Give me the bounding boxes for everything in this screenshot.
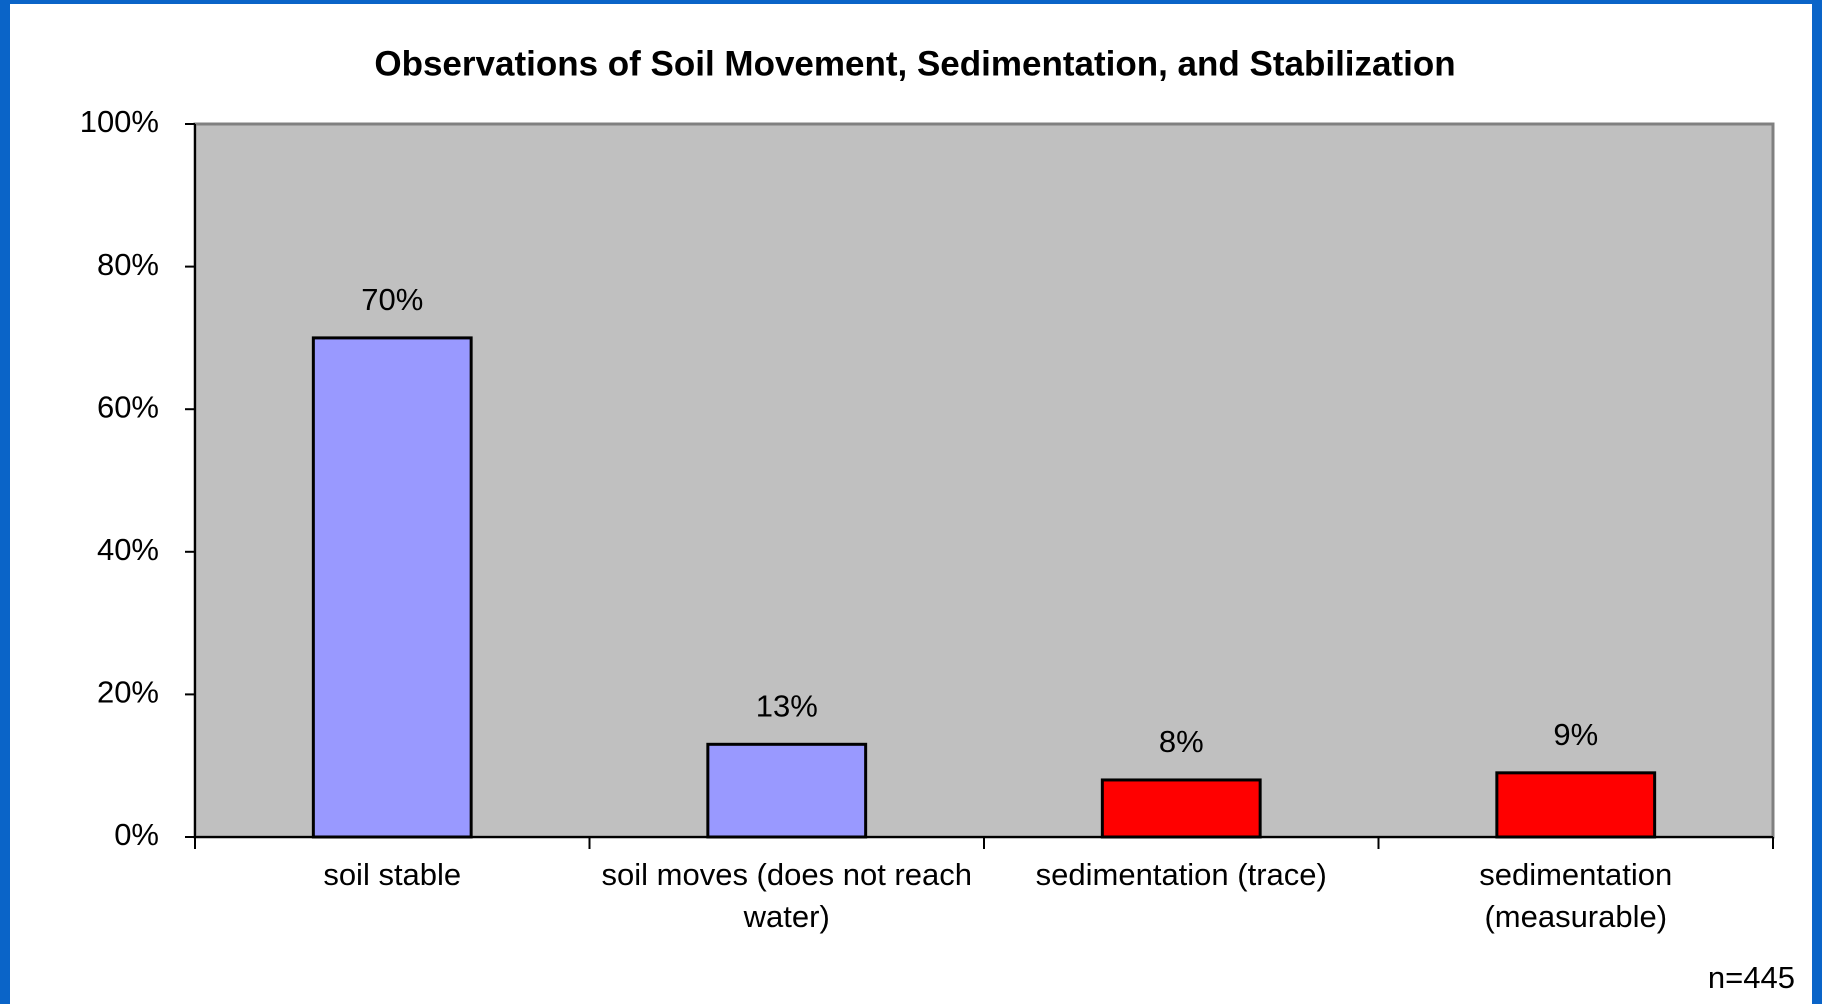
- y-tick-label: 20%: [97, 675, 159, 710]
- data-label: 13%: [756, 688, 818, 723]
- x-tick-label: soil stable: [323, 857, 461, 892]
- x-tick-label: soil moves (does not reach water): [602, 857, 972, 934]
- data-label: 9%: [1553, 717, 1598, 752]
- bar: [311, 336, 473, 839]
- y-tick-label: 60%: [97, 389, 159, 424]
- x-tick-label: sedimentation (measurable): [1479, 857, 1672, 934]
- y-tick-label: 80%: [97, 247, 159, 282]
- y-tick-label: 0%: [114, 817, 159, 852]
- bar: [1100, 778, 1262, 839]
- bar: [1495, 771, 1657, 839]
- data-label: 8%: [1159, 724, 1204, 759]
- x-tick-label: sedimentation (trace): [1036, 857, 1327, 892]
- annotation: n=445: [1708, 960, 1795, 995]
- y-tick-label: 40%: [97, 532, 159, 567]
- data-label: 70%: [361, 282, 423, 317]
- chart-title: Observations of Soil Movement, Sedimenta…: [374, 44, 1455, 83]
- y-tick-label: 100%: [80, 104, 159, 139]
- bar: [706, 742, 868, 839]
